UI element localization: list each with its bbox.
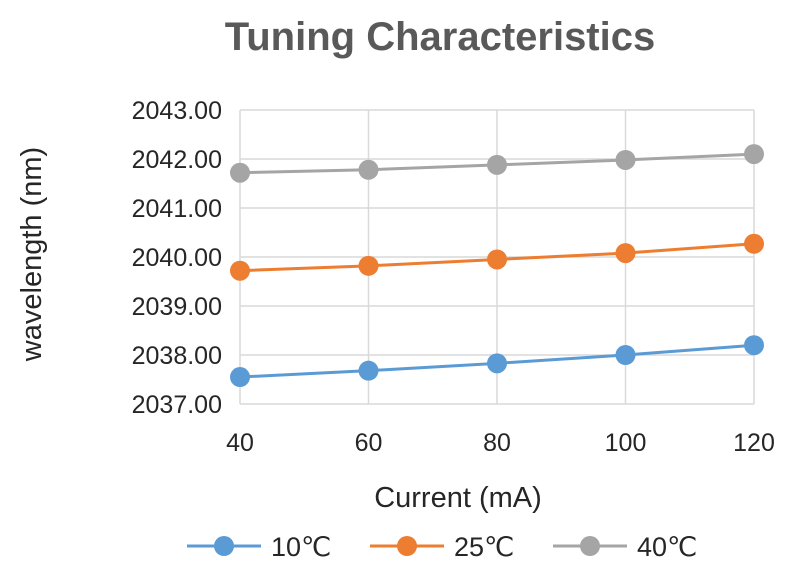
y-axis-label: wavelength (nm)	[16, 147, 48, 362]
y-tick-label: 2041.00	[132, 195, 222, 223]
y-tick-label: 2042.00	[132, 146, 222, 174]
data-point	[487, 353, 507, 374]
legend-label: 10℃	[271, 532, 331, 562]
data-point	[615, 345, 636, 365]
legend-marker	[580, 536, 600, 556]
y-tick-label: 2038.00	[132, 342, 222, 370]
x-tick-label: 100	[605, 429, 647, 457]
x-axis-label: Current (mA)	[374, 482, 542, 514]
data-point	[487, 154, 507, 175]
data-point	[615, 243, 636, 264]
series-2	[230, 233, 764, 281]
legend-item: 40℃	[553, 532, 697, 562]
data-point	[487, 249, 507, 270]
data-point	[230, 260, 250, 281]
x-tick-label: 60	[355, 429, 383, 457]
data-point	[230, 162, 250, 183]
y-axis-ticks: 2043.00 2042.00 2041.00 2040.00 2039.00 2038.…	[132, 97, 222, 419]
y-tick-label: 2037.00	[132, 391, 222, 419]
legend-label: 40℃	[637, 532, 697, 562]
legend-item: 25℃	[370, 532, 514, 562]
data-point	[358, 360, 379, 381]
legend: 10℃ 25℃ 40℃	[187, 532, 697, 562]
series-lines	[230, 144, 764, 388]
series-1	[230, 335, 764, 388]
y-tick-label: 2039.00	[132, 293, 222, 321]
x-tick-label: 80	[483, 429, 511, 457]
legend-marker	[397, 536, 417, 556]
y-tick-label: 2043.00	[132, 97, 222, 125]
x-tick-label: 120	[733, 429, 775, 457]
chart-title: Tuning Characteristics	[225, 15, 655, 59]
y-tick-label: 2040.00	[132, 244, 222, 272]
data-point	[230, 367, 250, 388]
legend-item: 10℃	[187, 532, 331, 562]
data-point	[358, 159, 379, 180]
x-axis-ticks: 40 60 80 100 120	[226, 429, 775, 457]
legend-label: 25℃	[454, 532, 514, 562]
data-point	[744, 144, 764, 165]
x-tick-label: 40	[226, 429, 254, 457]
legend-marker	[214, 536, 234, 556]
data-point	[744, 335, 764, 356]
series-3	[230, 144, 764, 183]
data-point	[615, 149, 636, 170]
data-point	[358, 255, 379, 276]
data-point	[744, 233, 764, 254]
